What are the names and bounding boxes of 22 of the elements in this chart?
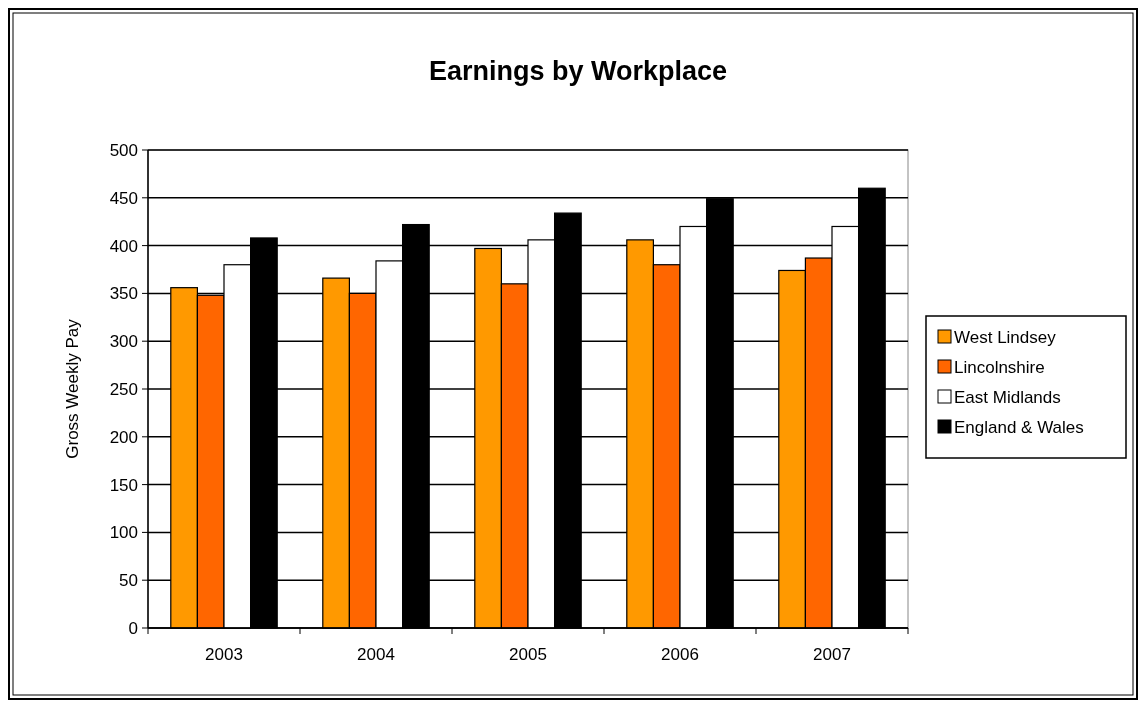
legend-label: England & Wales — [954, 417, 1084, 437]
x-tick-label: 2006 — [661, 645, 699, 664]
x-tick-label: 2003 — [205, 645, 243, 664]
x-tick-label: 2007 — [813, 645, 851, 664]
legend-label: Lincolnshire — [954, 357, 1045, 377]
y-tick-label: 0 — [128, 618, 138, 638]
chart-title: Earnings by Workplace — [428, 56, 728, 86]
y-tick-label: 250 — [109, 379, 138, 399]
legend-label: West Lindsey — [954, 327, 1057, 347]
x-tick-label: 2005 — [509, 645, 547, 664]
y-tick-label: 200 — [109, 427, 138, 447]
y-tick-label: 50 — [119, 571, 138, 591]
y-tick-label: 300 — [109, 332, 138, 352]
y-tick-label: 450 — [109, 188, 138, 208]
y-tick-label: 500 — [109, 140, 138, 160]
y-tick-label: 150 — [109, 475, 138, 495]
legend-label: East Midlands — [954, 387, 1061, 407]
y-tick-label: 100 — [109, 523, 138, 543]
y-axis-title: Gross Weekly Pay — [63, 318, 82, 459]
y-tick-label: 350 — [109, 284, 138, 304]
x-tick-label: 2004 — [357, 645, 395, 664]
y-tick-label: 400 — [109, 236, 138, 256]
